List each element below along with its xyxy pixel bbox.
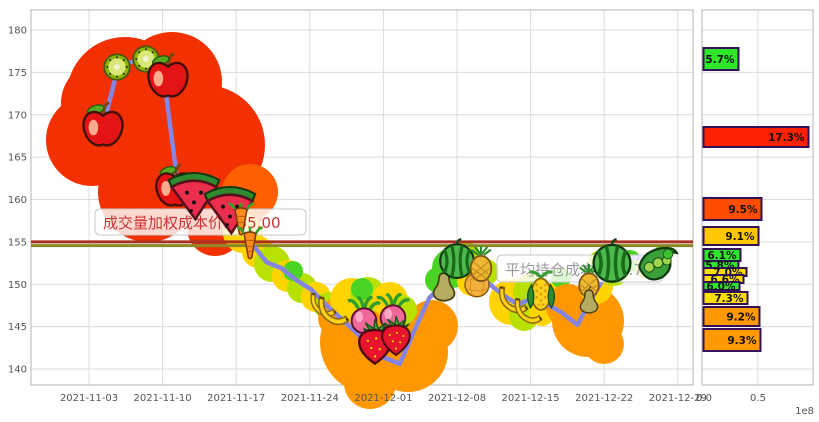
y-axis-tick-label: 145 <box>8 322 27 333</box>
y-axis-tick-label: 140 <box>8 365 27 376</box>
distribution-bar-label: 9.3% <box>727 335 757 347</box>
distribution-bar <box>702 226 760 246</box>
cost-lines <box>31 240 693 248</box>
volume-blob <box>344 357 396 409</box>
distribution-bar <box>702 291 749 305</box>
volume-blob <box>406 300 458 352</box>
x-axis-tick-label: 2021-12-08 <box>428 393 486 404</box>
x-axis-tick-label: 2021-11-03 <box>60 393 118 404</box>
x-axis-tick-label: 2021-12-29 <box>649 393 707 404</box>
distribution-bar <box>702 306 761 327</box>
y-axis-tick-label: 155 <box>8 237 27 248</box>
distribution-bar <box>702 197 763 221</box>
greendot-icon <box>662 248 674 260</box>
distribution-bar <box>702 328 762 352</box>
distribution-bar-label: 9.2% <box>726 312 756 324</box>
y-axis-tick-label: 160 <box>8 195 27 206</box>
y-axis-tick-label: 180 <box>8 26 27 37</box>
volume-axis-tick-label: 0.5 <box>750 393 766 404</box>
kiwi-icon <box>103 53 131 81</box>
x-axis-tick-label: 2021-12-01 <box>354 393 412 404</box>
distribution-bar <box>702 281 741 291</box>
volume-blob <box>61 61 145 145</box>
distribution-bar-label: 5.7% <box>705 54 735 66</box>
x-axis-tick-label: 2021-11-10 <box>134 393 192 404</box>
x-axis-tick-label: 2021-11-17 <box>207 393 265 404</box>
distribution-bar-label: 17.3% <box>768 132 805 144</box>
volume-blob <box>584 324 624 364</box>
pineapple-icon <box>469 246 493 282</box>
distribution-bar-label: 6.1% <box>707 250 737 262</box>
distribution-bars: 5.7%17.3%9.5%9.1%6.1%5.8%7.0%6.6%6.0%7.3… <box>702 47 810 352</box>
y-axis-tick-label: 165 <box>8 153 27 164</box>
axis-tick-labels: 180 175 170 165 160 155 150 145 140 2021-11-03 202… <box>8 26 814 418</box>
vwap-cost-annotation-text: 成交量加权成本价:155.00 <box>103 214 281 232</box>
volume-axis-scale-label: 1e8 <box>795 406 814 417</box>
distribution-bar-label: 7.3% <box>714 293 744 305</box>
volume-blob <box>351 278 373 300</box>
distribution-bar-label: 9.5% <box>728 204 758 216</box>
distribution-bar-label: 9.1% <box>725 231 755 243</box>
x-axis-tick-label: 2021-12-15 <box>502 393 560 404</box>
distribution-bar <box>702 47 740 71</box>
y-axis-tick-label: 175 <box>8 68 27 79</box>
x-axis-tick-label: 2021-12-22 <box>575 393 633 404</box>
distribution-bar <box>702 126 810 148</box>
y-axis-tick-label: 150 <box>8 280 27 291</box>
volume-axis-tick-label: 0.0 <box>696 393 712 404</box>
y-axis-tick-label: 170 <box>8 110 27 121</box>
distribution-bar-label: 6.0% <box>706 281 736 293</box>
x-axis-tick-label: 2021-11-24 <box>281 393 339 404</box>
